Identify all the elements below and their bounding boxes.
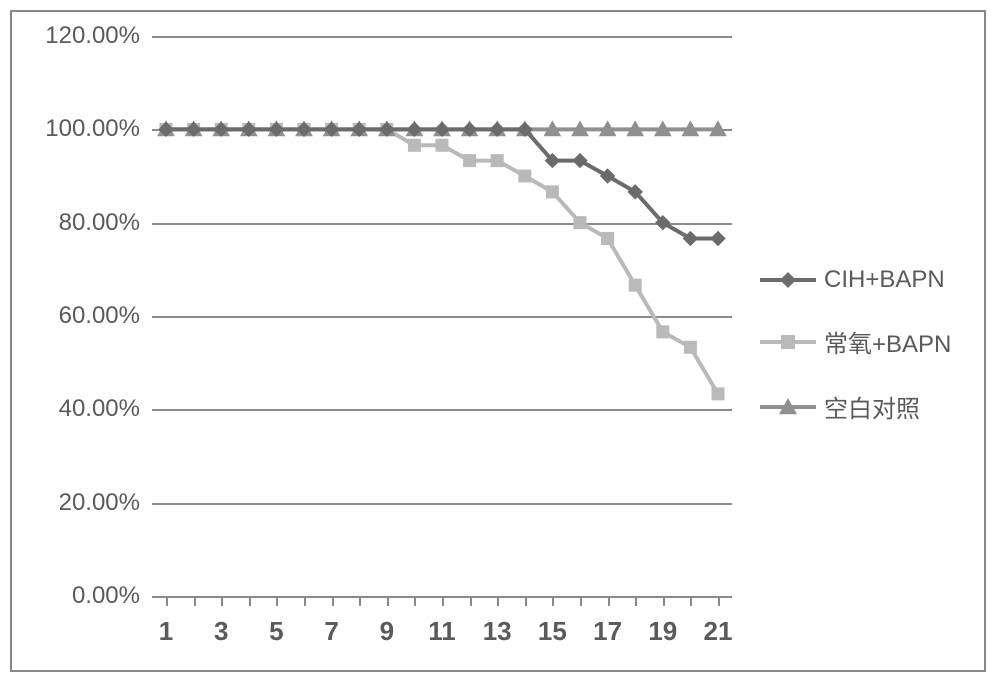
- y-tick-label: 120.00%: [45, 22, 140, 50]
- series-marker-normoxia_bapn: [629, 279, 641, 291]
- y-tick-label: 40.00%: [59, 395, 140, 423]
- series-marker-normoxia_bapn: [408, 139, 420, 151]
- series-marker-normoxia_bapn: [657, 326, 669, 338]
- legend-label: 常氧+BAPN: [824, 324, 951, 359]
- x-tickmark: [249, 596, 251, 606]
- chart-frame: 0.00% 20.00% 40.00% 60.00% 80.00% 100.00% 120.…: [10, 10, 986, 672]
- legend-label: CIH+BAPN: [824, 266, 945, 294]
- y-tick-label: 20.00%: [59, 489, 140, 517]
- legend-sample: [760, 268, 816, 292]
- x-tickmark: [552, 596, 554, 606]
- x-tick-label: 7: [324, 616, 338, 647]
- series-marker-normoxia_bapn: [519, 170, 531, 182]
- square-icon: [781, 335, 795, 349]
- legend-item-cih_bapn: CIH+BAPN: [760, 266, 951, 294]
- y-tick-label: 80.00%: [59, 209, 140, 237]
- x-tickmark: [690, 596, 692, 606]
- x-tickmark: [276, 596, 278, 606]
- x-tickmark: [497, 596, 499, 606]
- series-marker-cih_bapn: [711, 232, 725, 246]
- series-marker-normoxia_bapn: [491, 155, 503, 167]
- series-marker-normoxia_bapn: [712, 388, 724, 400]
- series-layer: [152, 36, 732, 596]
- x-tick-label: 17: [593, 616, 622, 647]
- x-tickmark: [525, 596, 527, 606]
- legend-sample: [760, 330, 816, 354]
- series-marker-normoxia_bapn: [464, 155, 476, 167]
- legend-item-normoxia_bapn: 常氧+BAPN: [760, 324, 951, 359]
- x-tickmark: [166, 596, 168, 606]
- x-tickmark: [580, 596, 582, 606]
- x-tick-label: 11: [428, 616, 456, 647]
- x-tickmark: [608, 596, 610, 606]
- x-tick-label: 15: [538, 616, 567, 647]
- legend-sample: [760, 395, 816, 419]
- series-line-normoxia_bapn: [166, 129, 718, 394]
- legend: CIH+BAPN 常氧+BAPN 空白对照: [760, 266, 951, 424]
- x-tickmark: [442, 596, 444, 606]
- series-marker-normoxia_bapn: [436, 139, 448, 151]
- series-marker-normoxia_bapn: [546, 186, 558, 198]
- x-tick-label: 5: [269, 616, 283, 647]
- x-tickmark: [359, 596, 361, 606]
- x-tickmark: [332, 596, 334, 606]
- x-tickmark: [387, 596, 389, 606]
- x-tickmark: [221, 596, 223, 606]
- x-tick-label: 19: [648, 616, 677, 647]
- series-marker-normoxia_bapn: [684, 341, 696, 353]
- y-tick-label: 0.00%: [72, 582, 140, 610]
- series-marker-normoxia_bapn: [602, 233, 614, 245]
- x-tickmark: [414, 596, 416, 606]
- series-marker-normoxia_bapn: [574, 217, 586, 229]
- y-tick-label: 60.00%: [59, 302, 140, 330]
- x-tick-label: 9: [380, 616, 394, 647]
- legend-item-blank_control: 空白对照: [760, 389, 951, 424]
- x-tickmark: [304, 596, 306, 606]
- x-tickmark: [194, 596, 196, 606]
- x-tick-label: 21: [704, 616, 733, 647]
- y-tick-label: 100.00%: [45, 115, 140, 143]
- x-tickmark: [663, 596, 665, 606]
- diamond-icon: [780, 272, 796, 288]
- plot-area: 0.00%20.00%40.00%60.00%80.00%100.00%120.…: [152, 36, 732, 596]
- x-tickmark: [635, 596, 637, 606]
- x-tick-label: 1: [159, 616, 173, 647]
- x-tickmark: [470, 596, 472, 606]
- legend-label: 空白对照: [824, 389, 920, 424]
- x-tick-label: 13: [483, 616, 512, 647]
- x-tickmark: [718, 596, 720, 606]
- x-tick-label: 3: [214, 616, 228, 647]
- triangle-icon: [779, 398, 797, 414]
